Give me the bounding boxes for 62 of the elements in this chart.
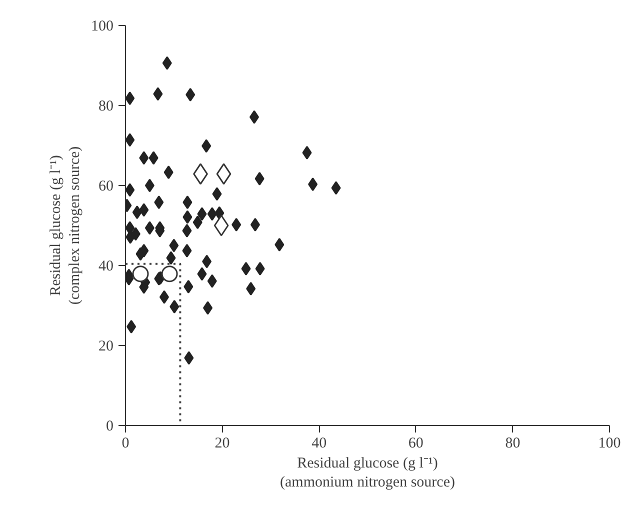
point xyxy=(164,166,174,180)
point xyxy=(182,210,192,224)
point xyxy=(161,266,178,282)
point xyxy=(197,207,207,221)
point xyxy=(132,266,149,282)
point xyxy=(192,216,202,230)
point xyxy=(182,244,192,258)
point xyxy=(203,301,213,315)
point xyxy=(255,262,265,276)
point xyxy=(166,251,176,265)
point xyxy=(139,151,149,165)
point xyxy=(159,290,169,304)
point xyxy=(254,172,264,186)
point xyxy=(139,203,149,217)
point xyxy=(144,221,154,235)
point xyxy=(162,56,172,70)
point xyxy=(274,238,284,252)
point xyxy=(207,207,217,221)
point xyxy=(202,139,212,153)
point xyxy=(186,88,196,102)
point xyxy=(250,218,260,232)
point xyxy=(212,187,222,201)
point xyxy=(331,181,341,195)
y-tick-label: 100 xyxy=(91,18,114,34)
point xyxy=(246,282,256,296)
y-tick-label: 60 xyxy=(98,178,114,194)
y-tick-label: 20 xyxy=(98,338,114,354)
x-tick-label: 40 xyxy=(312,436,327,452)
x-axis-title: Residual glucose (g l⁻¹) (ammonium nitrogen source) xyxy=(280,456,455,491)
point xyxy=(170,300,180,314)
point xyxy=(169,238,179,252)
point xyxy=(241,262,251,276)
y-tick-label: 80 xyxy=(98,98,114,114)
x-tick-label: 100 xyxy=(598,436,621,452)
point xyxy=(136,247,146,261)
y-tick-label: 40 xyxy=(98,258,114,274)
point xyxy=(232,218,242,232)
y-axis-title: Residual glucose (g l⁻¹) (complex nitrogen source) xyxy=(48,146,83,305)
point xyxy=(130,227,140,241)
point xyxy=(144,178,154,192)
point xyxy=(214,214,229,236)
x-tick-label: 0 xyxy=(122,436,130,452)
point xyxy=(302,146,312,160)
point xyxy=(148,151,158,165)
point xyxy=(184,280,194,294)
point xyxy=(153,87,163,101)
x-tick-label: 20 xyxy=(214,436,230,452)
x-tick-label: 80 xyxy=(505,436,520,452)
point xyxy=(202,254,212,268)
x-tick-label: 60 xyxy=(408,436,424,452)
point xyxy=(182,196,192,210)
y-tick-label: 0 xyxy=(106,418,114,434)
point xyxy=(308,178,318,192)
point xyxy=(154,196,164,210)
point xyxy=(182,224,192,238)
point xyxy=(132,206,142,220)
point xyxy=(207,274,217,288)
point xyxy=(184,351,194,365)
point xyxy=(197,267,207,281)
point xyxy=(216,163,232,185)
point xyxy=(249,110,259,124)
point xyxy=(126,320,136,334)
